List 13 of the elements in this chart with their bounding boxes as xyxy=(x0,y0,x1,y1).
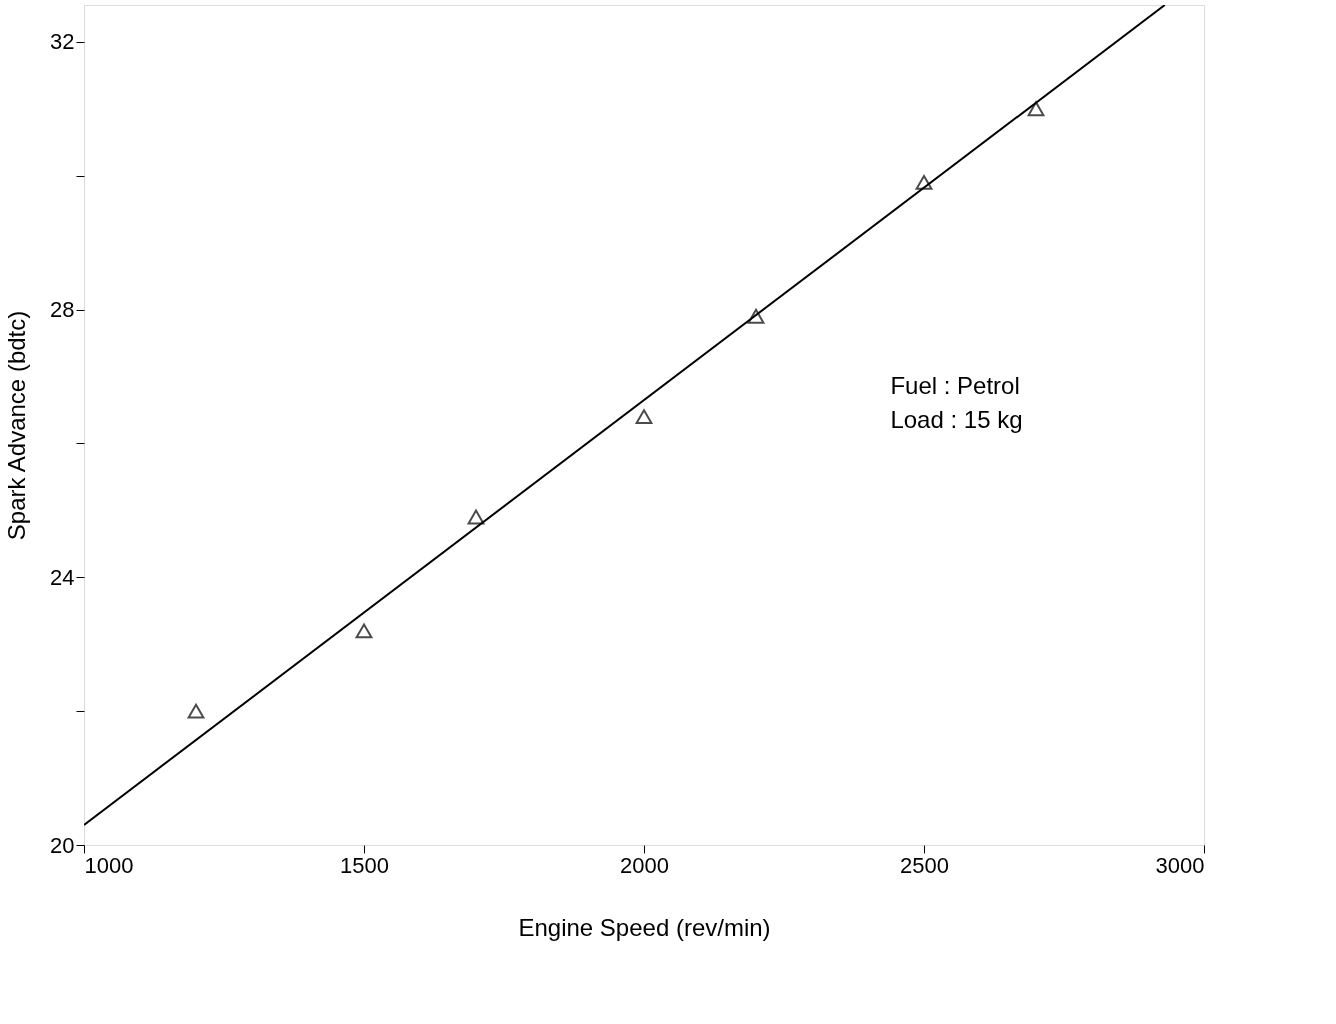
y-tick-label: 20 xyxy=(50,832,75,858)
y-tick-label: 32 xyxy=(50,29,75,55)
x-tick-label: 2500 xyxy=(900,852,949,878)
annotation: Fuel : Petrol xyxy=(890,372,1020,400)
x-tick-label: 3000 xyxy=(1155,852,1205,878)
y-tick-label: 28 xyxy=(50,297,75,323)
y-tick-label: 24 xyxy=(50,564,75,590)
x-tick-label: 2000 xyxy=(620,852,669,878)
y-axis-title: Spark Advance (bdtc) xyxy=(3,310,31,541)
annotation: Load : 15 kg xyxy=(890,406,1023,434)
x-axis-title: Engine Speed (rev/min) xyxy=(518,913,771,941)
x-tick-label: 1000 xyxy=(84,852,134,878)
x-tick-label: 1500 xyxy=(340,852,389,878)
